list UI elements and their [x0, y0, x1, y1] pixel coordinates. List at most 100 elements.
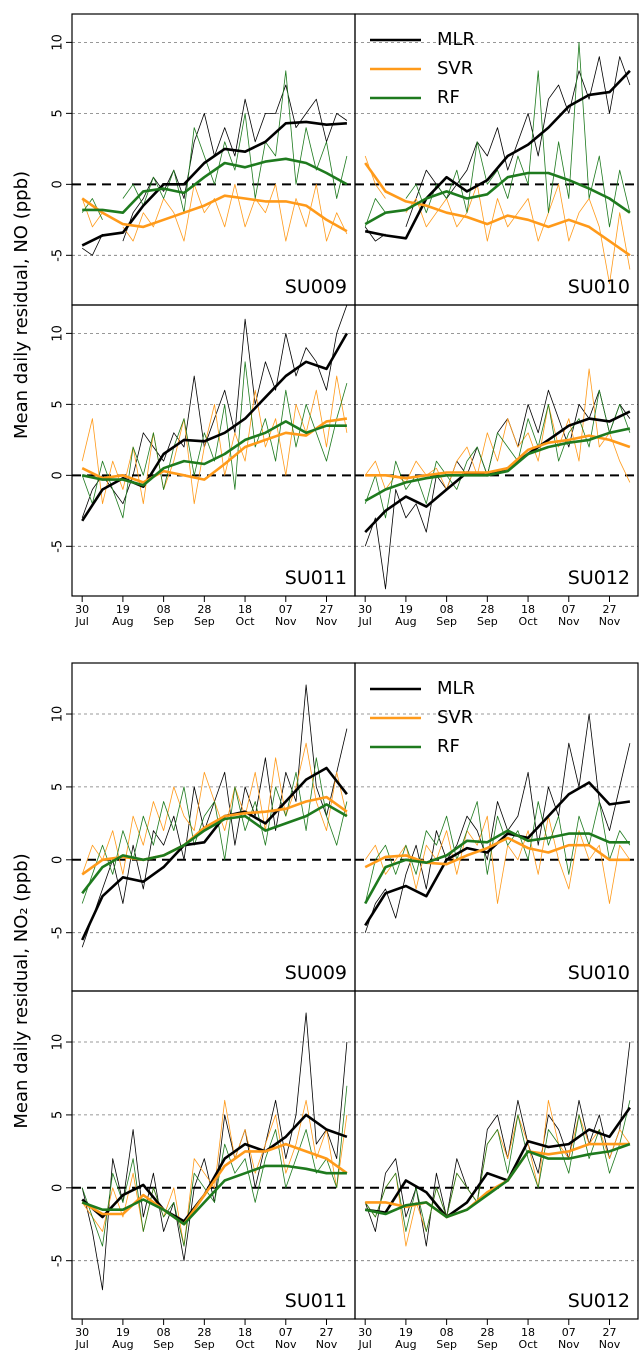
- y-axis-label: Mean daily residual, NO₂ (ppb): [11, 853, 32, 1128]
- x-tick-sublabel: Nov: [599, 1338, 621, 1351]
- smooth-line: [364, 427, 631, 503]
- x-tick-label: 18: [521, 1326, 535, 1339]
- panel-label: SU012: [568, 567, 630, 589]
- x-tick-sublabel: Oct: [519, 1338, 539, 1351]
- y-tick-label: 10: [51, 325, 66, 342]
- x-tick-sublabel: Jul: [75, 615, 89, 628]
- smooth-line: [364, 410, 631, 533]
- y-tick-label: 0: [51, 471, 66, 479]
- x-tick-label: 30: [358, 1326, 372, 1339]
- panel-label: SU011: [285, 1290, 347, 1312]
- panel-frame: [354, 304, 639, 597]
- panel-frame: [354, 662, 639, 992]
- x-tick-sublabel: Jul: [75, 1338, 89, 1351]
- legend-label: RF: [437, 87, 460, 108]
- y-tick-label: 5: [51, 783, 66, 791]
- legend-label: SVR: [437, 58, 473, 79]
- x-tick-sublabel: Nov: [316, 1338, 338, 1351]
- x-tick-label: 28: [197, 603, 211, 616]
- x-tick-sublabel: Sep: [153, 1338, 174, 1351]
- panel-label: SU011: [285, 567, 347, 589]
- panel-label: SU012: [568, 1290, 630, 1312]
- y-tick-label: -5: [51, 540, 66, 553]
- x-tick-label: 08: [157, 1326, 171, 1339]
- y-tick-label: 5: [51, 400, 66, 408]
- panel-label: SU010: [568, 276, 630, 298]
- panel-label: SU009: [285, 276, 347, 298]
- panel-label: SU010: [568, 962, 630, 984]
- smooth-line: [81, 420, 347, 487]
- x-tick-sublabel: Aug: [112, 615, 133, 628]
- x-tick-sublabel: Sep: [194, 1338, 215, 1351]
- smooth-line: [364, 836, 630, 869]
- y-tick-label: -5: [51, 249, 66, 262]
- smooth-line: [81, 803, 348, 895]
- panel-frame: [71, 304, 356, 597]
- x-tick-sublabel: Nov: [275, 1338, 297, 1351]
- smooth-line: [364, 69, 631, 240]
- smooth-line: [82, 157, 348, 214]
- smooth-line: [81, 120, 347, 247]
- plot-lines: [81, 305, 349, 522]
- x-tick-label: 27: [602, 603, 616, 616]
- y-tick-label: 10: [51, 1034, 66, 1051]
- x-tick-sublabel: Nov: [558, 1338, 580, 1351]
- x-tick-label: 07: [279, 603, 293, 616]
- plot-lines: [364, 368, 631, 590]
- x-tick-label: 07: [279, 1326, 293, 1339]
- legend-label: SVR: [437, 707, 473, 728]
- legend-label: RF: [437, 736, 460, 757]
- y-axis-label: Mean daily residual, NO (ppb): [11, 171, 32, 439]
- daily-line: [81, 1099, 348, 1247]
- x-tick-label: 30: [75, 603, 89, 616]
- x-tick-label: 07: [562, 603, 576, 616]
- x-tick-sublabel: Oct: [236, 1338, 256, 1351]
- smooth-line: [365, 1106, 631, 1219]
- daily-line: [364, 713, 631, 933]
- y-tick-label: -5: [51, 926, 66, 939]
- smooth-line: [81, 417, 348, 484]
- x-tick-sublabel: Sep: [194, 615, 215, 628]
- daily-line: [81, 375, 348, 505]
- daily-line: [364, 155, 631, 285]
- smooth-line: [81, 194, 348, 233]
- x-tick-label: 30: [358, 603, 372, 616]
- smooth-line: [364, 171, 631, 226]
- smooth-line: [364, 1142, 631, 1219]
- y-tick-label: 0: [51, 856, 66, 864]
- x-tick-sublabel: Sep: [436, 1338, 457, 1351]
- daily-line: [81, 361, 348, 519]
- plot-lines: [81, 70, 348, 256]
- panel-frame: [71, 662, 356, 992]
- x-tick-sublabel: Sep: [153, 615, 174, 628]
- daily-line: [81, 757, 348, 904]
- x-tick-sublabel: Aug: [395, 1338, 416, 1351]
- daily-line: [364, 801, 631, 904]
- x-tick-label: 08: [440, 1326, 454, 1339]
- smooth-line: [365, 434, 631, 480]
- x-tick-label: 28: [197, 1326, 211, 1339]
- x-tick-sublabel: Oct: [236, 615, 256, 628]
- x-tick-sublabel: Sep: [436, 615, 457, 628]
- x-tick-label: 18: [238, 1326, 252, 1339]
- x-tick-sublabel: Aug: [395, 615, 416, 628]
- daily-line: [364, 368, 631, 490]
- x-tick-label: 18: [238, 603, 252, 616]
- x-tick-label: 07: [562, 1326, 576, 1339]
- legend-label: MLR: [437, 29, 475, 50]
- x-tick-label: 19: [399, 1326, 413, 1339]
- y-tick-label: 0: [51, 1184, 66, 1192]
- x-tick-sublabel: Jul: [358, 615, 372, 628]
- x-tick-label: 27: [319, 1326, 333, 1339]
- daily-line: [364, 56, 631, 242]
- x-tick-sublabel: Aug: [112, 1338, 133, 1351]
- x-tick-sublabel: Sep: [477, 615, 498, 628]
- y-tick-label: 0: [51, 180, 66, 188]
- x-tick-sublabel: Nov: [275, 615, 297, 628]
- x-tick-label: 27: [602, 1326, 616, 1339]
- x-tick-label: 28: [480, 1326, 494, 1339]
- x-tick-label: 18: [521, 603, 535, 616]
- panel-frame: [354, 990, 639, 1320]
- x-tick-sublabel: Oct: [519, 615, 539, 628]
